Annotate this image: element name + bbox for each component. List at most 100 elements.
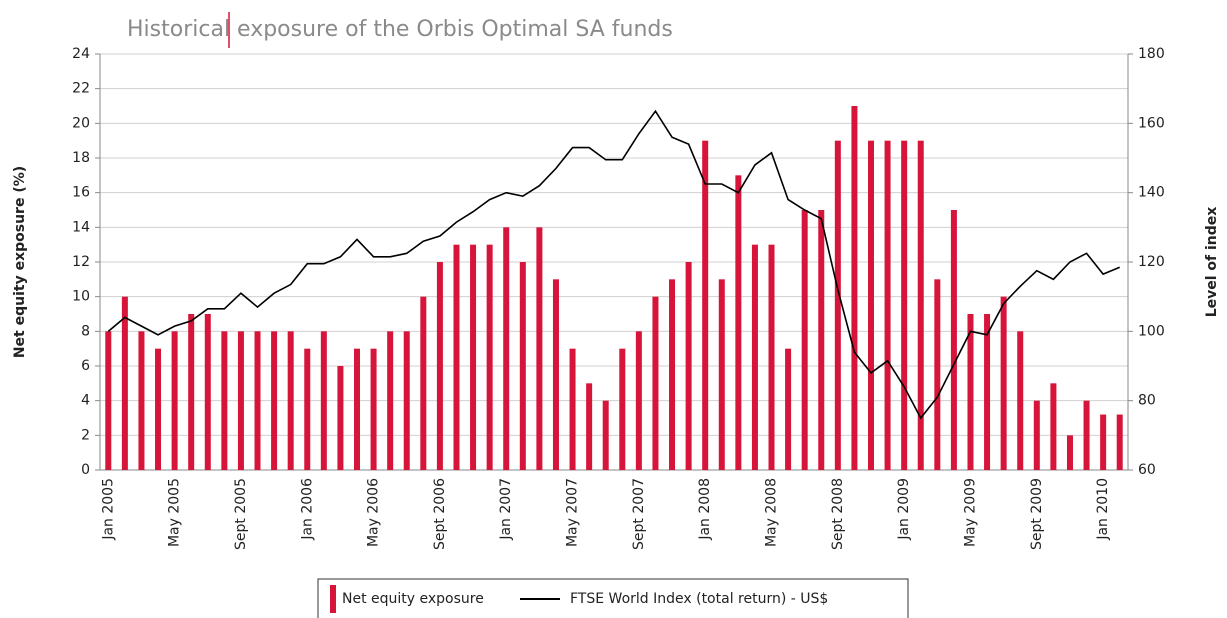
- bar: [387, 331, 394, 470]
- legend-swatch: [330, 585, 336, 613]
- bar: [785, 348, 792, 470]
- y2-tick-label: 140: [1138, 185, 1165, 201]
- bar: [138, 331, 145, 470]
- x-tick-label: Sept 2005: [233, 478, 249, 550]
- bar: [1017, 331, 1024, 470]
- bar: [271, 331, 278, 470]
- x-tick-label: May 2009: [962, 478, 978, 547]
- bar: [652, 296, 659, 470]
- bar: [536, 227, 543, 470]
- bar: [237, 331, 244, 470]
- bar: [735, 175, 742, 471]
- bar: [453, 244, 460, 470]
- bar: [1100, 414, 1107, 470]
- bar: [718, 279, 725, 470]
- y-tick-label: 18: [72, 150, 90, 166]
- bar: [121, 296, 128, 470]
- line: [107, 109, 1121, 420]
- y-tick-label: 16: [72, 185, 90, 201]
- bar: [984, 314, 991, 470]
- bar: [702, 140, 709, 470]
- bar: [320, 331, 327, 470]
- y-tick-label: 14: [72, 219, 90, 235]
- bar: [337, 366, 344, 470]
- bar: [801, 210, 808, 470]
- bar: [370, 348, 377, 470]
- bar: [917, 140, 924, 470]
- chart-title: Historical exposure of the Orbis Optimal…: [127, 17, 673, 42]
- bar: [967, 314, 974, 470]
- y-tick-label: 24: [72, 46, 90, 62]
- bar: [851, 106, 858, 470]
- bar: [486, 244, 493, 470]
- y-tick-label: 0: [81, 462, 90, 478]
- x-tick-label: May 2005: [167, 478, 183, 547]
- x-tick-label: Jan 2008: [697, 478, 713, 541]
- y-axis-title: Net equity exposure (%): [12, 166, 28, 358]
- bar: [884, 140, 891, 470]
- x-tick-label: Jan 2009: [896, 478, 912, 541]
- bar: [751, 244, 758, 470]
- bar: [834, 140, 841, 470]
- bar: [1116, 414, 1123, 470]
- bar: [519, 262, 526, 470]
- bar: [1066, 435, 1073, 470]
- x-tick-label: Sept 2006: [432, 478, 448, 550]
- bar: [1050, 383, 1057, 470]
- x-tick-label: May 2006: [366, 478, 382, 547]
- bar: [586, 383, 593, 470]
- bar: [436, 262, 443, 470]
- y2-tick-label: 100: [1138, 323, 1165, 339]
- bar: [403, 331, 410, 470]
- y2-tick-label: 80: [1138, 393, 1156, 409]
- bar: [552, 279, 559, 470]
- y2-tick-label: 120: [1138, 254, 1165, 270]
- x-tick-label: Jan 2005: [100, 478, 116, 541]
- bar: [950, 210, 957, 470]
- x-tick-label: May 2008: [764, 478, 780, 547]
- bar: [503, 227, 510, 470]
- bar: [420, 296, 427, 470]
- y-tick-label: 10: [72, 289, 90, 305]
- bar: [204, 314, 211, 470]
- y-tick-label: 2: [81, 427, 90, 443]
- bar: [934, 279, 941, 470]
- bar: [221, 331, 228, 470]
- y2-tick-label: 160: [1138, 115, 1165, 131]
- bar: [155, 348, 162, 470]
- y-tick-label: 22: [72, 81, 90, 97]
- x-tick-label: Sept 2008: [830, 478, 846, 550]
- x-tick-label: May 2007: [565, 478, 581, 547]
- bar: [304, 348, 311, 470]
- x-tick-label: Jan 2007: [498, 478, 514, 541]
- bar: [1000, 296, 1007, 470]
- x-tick-label: Jan 2010: [1095, 478, 1111, 541]
- bar: [171, 331, 178, 470]
- bar: [602, 400, 609, 470]
- bar: [818, 210, 825, 470]
- bar: [768, 244, 775, 470]
- bar: [1083, 400, 1090, 470]
- bar: [470, 244, 477, 470]
- bar: [354, 348, 360, 470]
- bar: [685, 262, 692, 470]
- bar: [619, 348, 626, 470]
- x-tick-label: Sept 2009: [1029, 478, 1045, 550]
- legend-label: FTSE World Index (total return) - US$: [570, 591, 828, 607]
- legend-box: [317, 578, 909, 618]
- bar: [569, 348, 576, 470]
- x-tick-label: Sept 2007: [631, 478, 647, 550]
- bar: [105, 331, 112, 470]
- bar: [635, 331, 642, 470]
- y-tick-label: 12: [72, 254, 90, 270]
- y-tick-label: 6: [81, 358, 90, 374]
- legend-label: Net equity exposure: [342, 591, 484, 607]
- y2-tick-label: 180: [1138, 46, 1165, 62]
- y-tick-label: 20: [72, 115, 90, 131]
- bar: [901, 140, 908, 470]
- bar: [188, 314, 195, 470]
- y2-axis-title: Level of index: [1204, 207, 1220, 318]
- bar: [868, 140, 874, 470]
- bar: [287, 331, 294, 470]
- bar: [669, 279, 676, 470]
